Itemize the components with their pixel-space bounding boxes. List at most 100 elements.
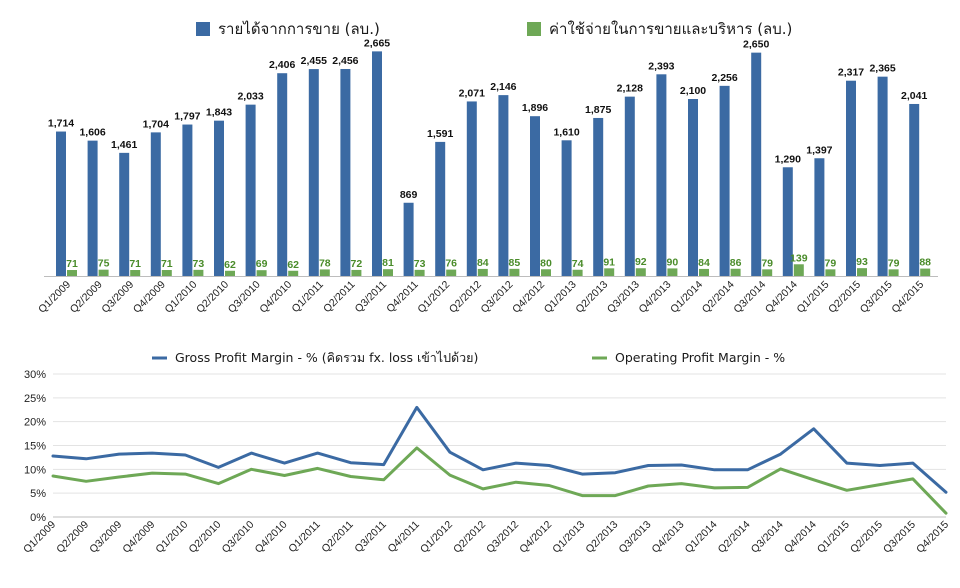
expense-bar	[699, 268, 709, 276]
revenue-bar	[909, 103, 920, 276]
x-tick-label: Q1/2010	[153, 519, 190, 556]
revenue-bar	[498, 95, 509, 276]
x-tick-label: Q1/2012	[418, 519, 455, 556]
revenue-value-label: 2,456	[332, 55, 358, 67]
expense-value-label: 85	[509, 257, 521, 269]
revenue-bar	[150, 132, 161, 276]
x-tick-label: Q4/2012	[510, 279, 547, 316]
y-tick-label: 0%	[30, 512, 46, 524]
expense-value-label: 62	[224, 259, 236, 271]
expense-bar	[635, 268, 646, 276]
y-tick-label: 10%	[24, 464, 46, 476]
revenue-bar	[403, 202, 414, 276]
expense-bar	[256, 270, 267, 276]
x-tick-label: Q2/2011	[319, 519, 356, 556]
revenue-bar	[245, 104, 256, 276]
revenue-bar	[782, 167, 793, 276]
revenue-bar	[56, 131, 66, 276]
revenue-value-label: 1,591	[427, 128, 453, 140]
x-tick-label: Q4/2012	[517, 519, 554, 556]
revenue-value-label: 2,071	[459, 87, 485, 99]
legend-label-2: ค่าใช้จ่ายในการขายและบริหาร (ลบ.)	[549, 20, 792, 38]
profit-margin-line-chart: Gross Profit Margin - % (คิดรวม fx. loss…	[21, 350, 951, 556]
x-tick-label: Q4/2015	[889, 279, 926, 316]
x-tick-label: Q1/2011	[286, 519, 323, 556]
expense-value-label: 93	[856, 256, 868, 268]
expense-value-label: 79	[761, 257, 773, 269]
revenue-bar	[846, 80, 856, 277]
legend-label-1: รายได้จากการขาย (ลบ.)	[218, 20, 380, 38]
expense-bar	[730, 268, 741, 276]
legend-label-1: Gross Profit Margin - % (คิดรวม fx. loss…	[175, 350, 478, 365]
y-tick-label: 25%	[24, 393, 46, 405]
expense-value-label: 92	[635, 256, 647, 268]
revenue-value-label: 1,843	[206, 107, 232, 119]
expense-value-label: 73	[414, 258, 426, 270]
expense-value-label: 81	[382, 257, 394, 269]
revenue-value-label: 1,610	[553, 126, 579, 138]
x-tick-label: Q2/2009	[54, 519, 91, 556]
x-tick-label: Q2/2014	[716, 519, 753, 556]
revenue-bar	[435, 141, 446, 276]
revenue-value-label: 1,896	[522, 102, 548, 114]
revenue-bar	[814, 158, 825, 276]
expense-bar	[762, 269, 773, 276]
x-tick-label: Q2/2010	[194, 279, 231, 316]
y-tick-label: 5%	[30, 488, 46, 500]
gross-margin-line	[51, 405, 948, 494]
x-tick-label: Q3/2012	[484, 519, 521, 556]
operating-margin-line	[51, 446, 948, 515]
revenue-value-label: 2,033	[237, 91, 263, 103]
revenue-bar	[751, 52, 762, 277]
revenue-bar	[593, 117, 604, 276]
x-tick-label: Q3/2010	[220, 519, 257, 556]
x-tick-label: Q4/2010	[257, 279, 294, 316]
expense-value-label: 79	[888, 257, 900, 269]
revenue-value-label: 1,714	[48, 118, 74, 130]
x-tick-label: Q3/2012	[479, 279, 516, 316]
revenue-value-label: 2,128	[617, 83, 643, 95]
x-tick-label: Q2/2010	[187, 519, 224, 556]
expense-bar	[446, 269, 457, 276]
x-tick-label: Q1/2011	[289, 279, 326, 316]
expense-value-label: 78	[319, 257, 331, 269]
x-tick-label: Q3/2013	[616, 519, 653, 556]
expense-value-label: 91	[603, 256, 615, 268]
expense-value-label: 139	[790, 252, 808, 264]
revenue-bar	[719, 85, 730, 276]
expense-value-label: 72	[351, 258, 363, 270]
expense-value-label: 84	[477, 257, 489, 269]
x-tick-label: Q4/2009	[120, 519, 157, 556]
x-tick-label: Q2/2013	[583, 519, 620, 556]
expense-bar	[888, 269, 899, 276]
expense-bar	[414, 269, 425, 276]
revenue-bar	[877, 76, 888, 277]
revenue-bar	[340, 68, 351, 276]
expense-bar	[920, 268, 931, 276]
x-tick-label: Q3/2009	[99, 279, 136, 316]
revenue-value-label: 2,256	[711, 72, 737, 84]
revenue-bar	[656, 74, 667, 276]
revenue-bar	[119, 152, 130, 276]
x-tick-label: Q1/2009	[36, 279, 73, 316]
revenue-value-label: 2,041	[901, 90, 927, 102]
revenue-bar	[308, 69, 319, 276]
expense-value-label: 84	[698, 257, 710, 269]
revenue-value-label: 2,365	[869, 63, 895, 75]
revenue-bar	[688, 99, 698, 276]
revenue-bar	[277, 73, 288, 276]
x-tick-label: Q2/2009	[68, 279, 105, 316]
x-tick-label: Q1/2013	[550, 519, 587, 556]
expense-value-label: 71	[161, 258, 173, 270]
expense-bar	[509, 268, 520, 276]
revenue-bar	[466, 101, 477, 277]
revenue-bar	[214, 120, 224, 276]
expense-value-label: 90	[667, 256, 679, 268]
x-tick-label: Q3/2010	[226, 279, 263, 316]
expense-value-label: 62	[287, 259, 299, 271]
revenue-bar	[530, 116, 540, 277]
legend-swatch-2	[527, 22, 541, 36]
x-tick-label: Q3/2013	[605, 279, 642, 316]
expense-value-label: 86	[730, 257, 742, 269]
x-tick-label: Q1/2010	[163, 279, 200, 316]
